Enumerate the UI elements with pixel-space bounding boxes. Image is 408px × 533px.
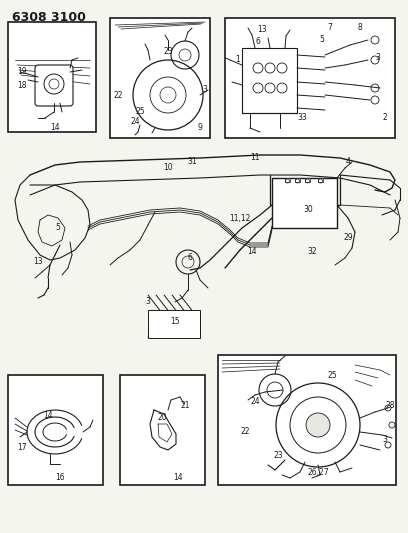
Text: 14: 14 bbox=[173, 473, 183, 482]
Text: 19: 19 bbox=[17, 68, 27, 77]
Bar bbox=[242, 48, 297, 113]
Text: 11: 11 bbox=[250, 154, 260, 163]
Text: 11,12: 11,12 bbox=[229, 214, 251, 222]
Text: 17: 17 bbox=[17, 443, 27, 453]
Bar bbox=[285, 178, 290, 182]
Text: 3: 3 bbox=[375, 53, 380, 62]
Bar bbox=[8, 375, 103, 485]
Bar bbox=[148, 310, 200, 338]
Text: 6: 6 bbox=[255, 37, 260, 46]
Text: 10: 10 bbox=[163, 164, 173, 173]
Text: 6: 6 bbox=[188, 254, 193, 262]
Text: 15: 15 bbox=[170, 318, 180, 327]
Text: 5: 5 bbox=[55, 223, 60, 232]
Text: 18: 18 bbox=[17, 80, 27, 90]
Text: 28: 28 bbox=[385, 400, 395, 409]
Text: 24: 24 bbox=[250, 398, 260, 407]
Text: 6308 3100: 6308 3100 bbox=[12, 11, 86, 24]
Text: 20: 20 bbox=[157, 414, 167, 423]
Bar bbox=[218, 355, 396, 485]
Bar bbox=[318, 178, 323, 182]
Text: 30: 30 bbox=[303, 206, 313, 214]
Text: 14: 14 bbox=[50, 123, 60, 132]
Text: 13: 13 bbox=[257, 26, 267, 35]
Text: 3: 3 bbox=[383, 435, 388, 445]
Text: 13: 13 bbox=[33, 257, 43, 266]
Text: 1: 1 bbox=[236, 55, 240, 64]
Text: 9: 9 bbox=[197, 124, 202, 133]
Text: 23: 23 bbox=[163, 47, 173, 56]
Text: 8: 8 bbox=[358, 23, 362, 33]
Bar bbox=[305, 178, 310, 182]
Text: 23: 23 bbox=[273, 450, 283, 459]
Bar bbox=[295, 178, 300, 182]
Text: 16: 16 bbox=[55, 473, 65, 482]
Text: 25: 25 bbox=[327, 370, 337, 379]
Text: 2: 2 bbox=[383, 114, 387, 123]
Text: 5: 5 bbox=[319, 36, 324, 44]
FancyBboxPatch shape bbox=[35, 65, 73, 106]
Text: 31: 31 bbox=[187, 157, 197, 166]
Text: 22: 22 bbox=[113, 91, 123, 100]
Bar bbox=[120, 375, 205, 485]
Text: 33: 33 bbox=[297, 114, 307, 123]
Text: 21: 21 bbox=[180, 400, 190, 409]
Bar bbox=[272, 178, 337, 228]
Text: 26,27: 26,27 bbox=[307, 467, 329, 477]
Text: 24: 24 bbox=[130, 117, 140, 126]
Text: 3: 3 bbox=[146, 297, 151, 306]
Text: 3: 3 bbox=[202, 85, 207, 94]
Text: 25: 25 bbox=[135, 108, 145, 117]
Text: 22: 22 bbox=[240, 427, 250, 437]
Text: 32: 32 bbox=[307, 247, 317, 256]
Bar bbox=[110, 18, 210, 138]
Text: 14: 14 bbox=[43, 410, 53, 419]
Circle shape bbox=[306, 413, 330, 437]
Bar bbox=[225, 18, 395, 138]
Text: 7: 7 bbox=[328, 23, 333, 33]
Text: 14: 14 bbox=[247, 247, 257, 256]
Text: 29: 29 bbox=[343, 233, 353, 243]
Bar bbox=[8, 22, 96, 132]
Text: 4: 4 bbox=[346, 157, 350, 166]
